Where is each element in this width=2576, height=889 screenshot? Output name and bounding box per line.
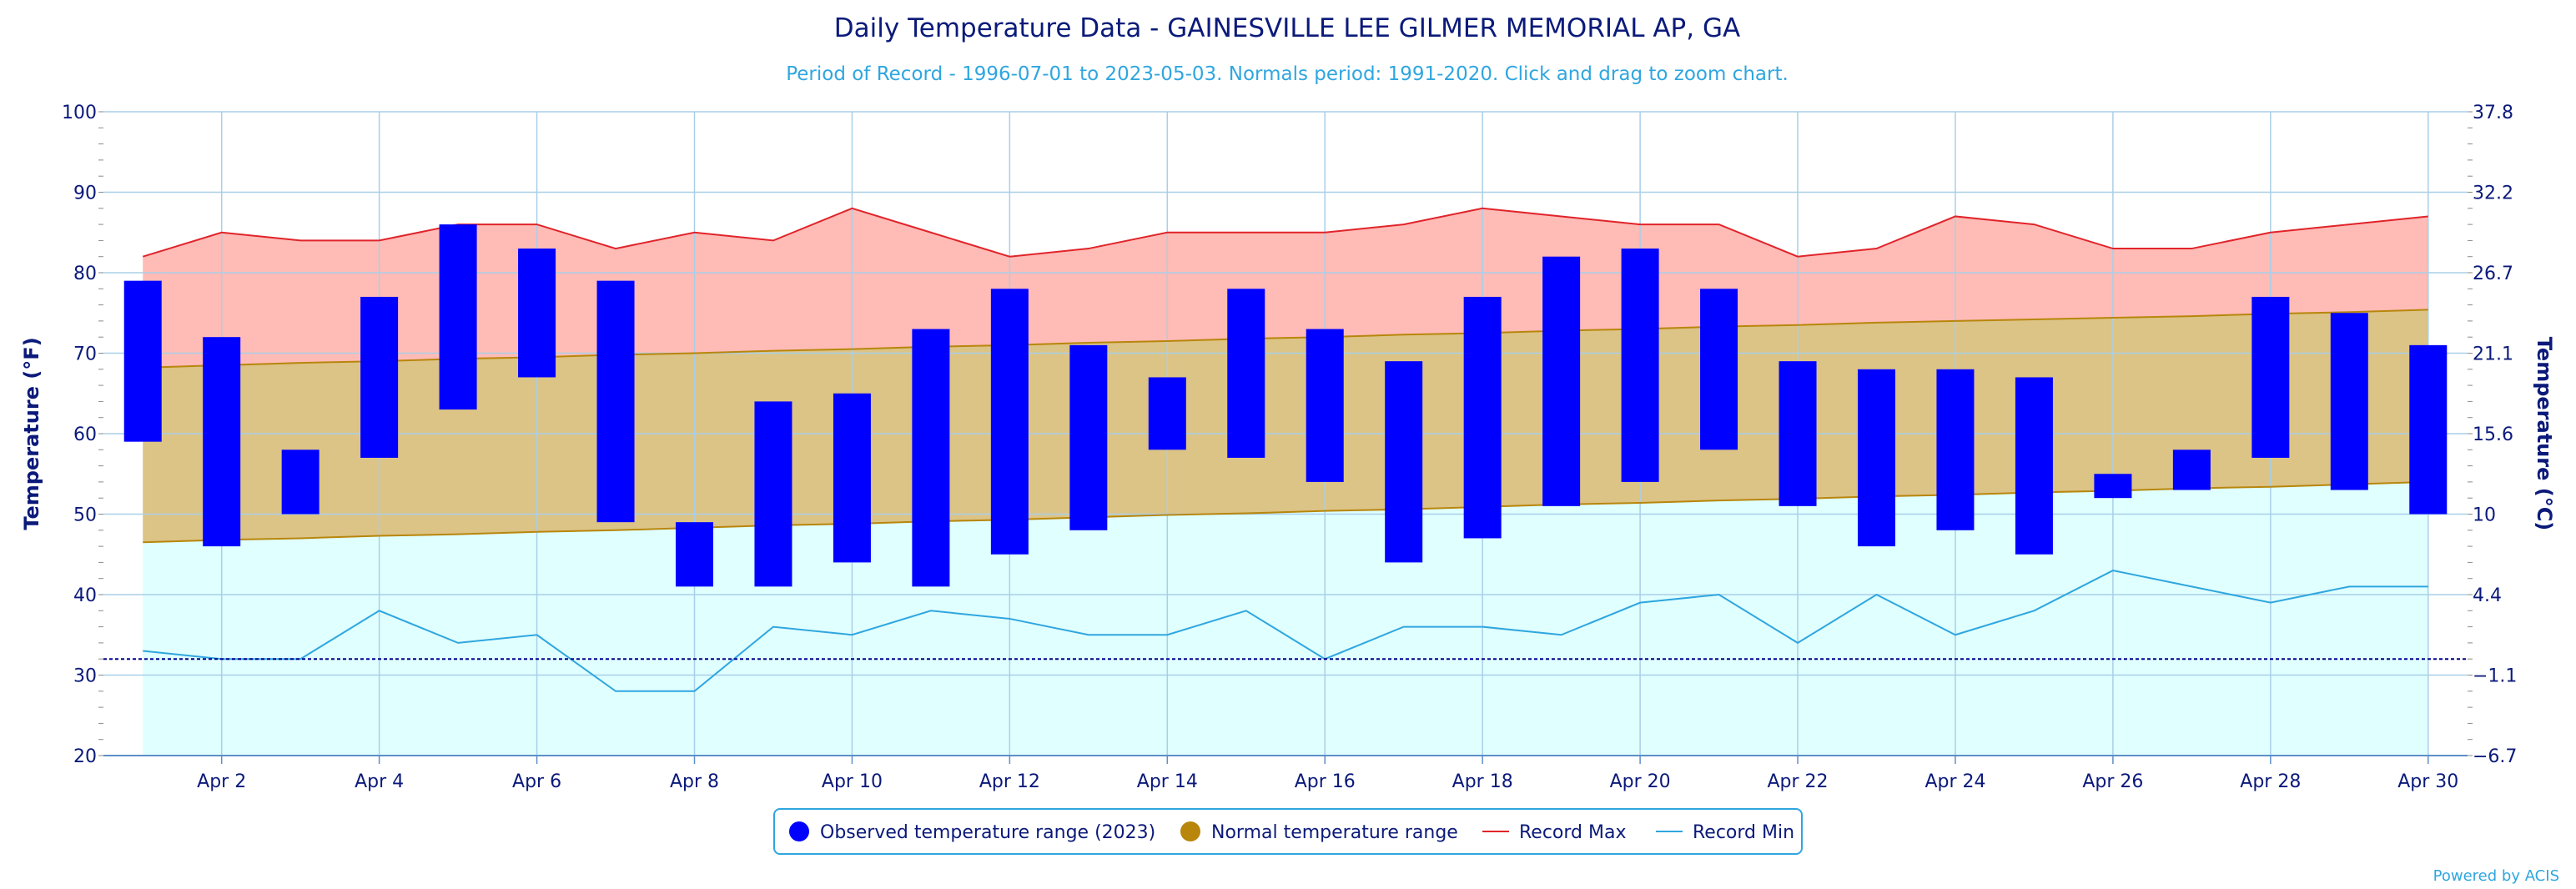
y-tick-label-right: 26.7 (2473, 264, 2513, 284)
legend-item-record-max[interactable]: Record Max (1482, 822, 1627, 843)
legend-box (773, 808, 1803, 855)
x-tick-label: Apr 26 (2082, 771, 2143, 792)
observed-bar-apr-5 (439, 224, 477, 410)
observed-bar-apr-6 (518, 249, 556, 378)
legend: Observed temperature range (2023) Normal… (773, 808, 1803, 855)
y-tick-label-left: 40 (73, 585, 97, 606)
normal-range-band (143, 309, 2428, 543)
y-tick-label-right: −6.7 (2473, 746, 2517, 767)
record-max-line (142, 207, 2428, 258)
chart-subtitle: Period of Record - 1996-07-01 to 2023-05… (786, 63, 1789, 85)
observed-bars (123, 224, 2448, 587)
observed-bar-apr-9 (754, 401, 792, 587)
y-tick-label-right: 21.1 (2473, 344, 2513, 365)
observed-bar-apr-17 (1385, 361, 1423, 563)
x-tick-label: Apr 6 (512, 771, 561, 792)
observed-bar-apr-4 (360, 296, 399, 458)
observed-bar-apr-14 (1148, 377, 1186, 450)
legend-observed-label: Observed temperature range (2023) (820, 822, 1155, 843)
y-tick-label-left: 50 (73, 505, 97, 526)
y-axis-left: 20 30 40 50 60 70 80 90 100 (62, 103, 103, 767)
observed-bar-apr-23 (1858, 369, 1895, 547)
observed-bar-apr-28 (2251, 296, 2290, 458)
y-tick-label-left: 70 (73, 344, 97, 365)
x-tick-label: Apr 22 (1768, 771, 1829, 792)
y-tick-label-right: 32.2 (2473, 183, 2513, 204)
y-tick-label-left: 30 (73, 666, 97, 687)
y-tick-label-left: 80 (73, 264, 97, 284)
observed-bar-apr-29 (2330, 313, 2368, 490)
observed-bar-apr-2 (203, 337, 241, 547)
legend-observed-marker (789, 821, 809, 841)
observed-bar-apr-30 (2409, 344, 2448, 515)
y-tick-label-right: 37.8 (2473, 103, 2513, 123)
observed-bar-apr-12 (990, 289, 1029, 555)
y-tick-label-right: 10 (2473, 505, 2496, 526)
x-tick-label: Apr 2 (197, 771, 246, 792)
legend-item-observed[interactable]: Observed temperature range (2023) (789, 821, 1155, 843)
observed-bar-apr-16 (1306, 329, 1344, 482)
x-tick-label: Apr 10 (822, 771, 883, 792)
x-tick-label: Apr 4 (355, 771, 404, 792)
plot-area[interactable] (103, 111, 2468, 756)
observed-bar-apr-26 (2094, 474, 2132, 499)
observed-bar-apr-7 (596, 280, 635, 523)
x-tick-label: Apr 8 (670, 771, 719, 792)
x-tick-label: Apr 24 (1924, 771, 1985, 792)
observed-bar-apr-25 (2015, 377, 2053, 555)
legend-record-max-label: Record Max (1519, 822, 1627, 843)
x-tick-label: Apr 14 (1137, 771, 1198, 792)
legend-record-min-label: Record Min (1693, 822, 1794, 843)
y-tick-label-right: −1.1 (2473, 666, 2517, 687)
record-max-band (143, 208, 2428, 368)
y-axis-left-title: Temperature (°F) (20, 337, 43, 530)
record-min-line (143, 570, 2428, 692)
observed-bar-apr-13 (1069, 344, 1108, 530)
x-tick-label: Apr 12 (979, 771, 1040, 792)
x-tick-label: Apr 30 (2397, 771, 2458, 792)
x-tick-label: Apr 18 (1452, 771, 1513, 792)
x-tick-label: Apr 20 (1610, 771, 1671, 792)
observed-bar-apr-21 (1700, 289, 1738, 450)
y-axis-right-title: Temperature (°C) (2533, 337, 2556, 531)
y-tick-label-left: 90 (73, 183, 97, 204)
observed-bar-apr-20 (1621, 249, 1659, 482)
observed-bar-apr-11 (912, 329, 950, 587)
legend-normal-marker (1180, 821, 1200, 841)
observed-bar-apr-10 (833, 393, 871, 563)
observed-bar-apr-15 (1227, 289, 1265, 458)
x-axis: Apr 2 Apr 4 Apr 6 Apr 8 Apr 10 Apr 12 Apr 14 Ap… (197, 756, 2458, 792)
observed-bar-apr-1 (123, 280, 162, 442)
observed-bar-apr-22 (1779, 361, 1817, 506)
y-tick-label-left: 100 (62, 103, 97, 123)
y-tick-label-right: 15.6 (2473, 424, 2513, 445)
chart-title: Daily Temperature Data - GAINESVILLE LEE… (834, 13, 1740, 43)
legend-item-normal[interactable]: Normal temperature range (1180, 821, 1458, 843)
observed-bar-apr-18 (1463, 296, 1502, 539)
observed-bar-apr-24 (1936, 369, 1975, 530)
y-tick-label-left: 20 (73, 746, 97, 767)
band-fills (143, 208, 2428, 756)
observed-bar-apr-8 (676, 522, 713, 587)
record-min-band (143, 481, 2428, 756)
y-tick-label-left: 60 (73, 424, 97, 445)
legend-item-record-min[interactable]: Record Min (1656, 822, 1794, 843)
y-tick-label-right: 4.4 (2473, 585, 2502, 606)
observed-bar-apr-27 (2172, 450, 2211, 490)
legend-normal-label: Normal temperature range (1211, 822, 1458, 843)
x-tick-label: Apr 28 (2240, 771, 2301, 792)
y-axis-right: −6.7 −1.1 4.4 10 15.6 21.1 26.7 32.2 37.8 (2468, 103, 2517, 767)
powered-by-credit[interactable]: Powered by ACIS (2433, 867, 2559, 885)
observed-bar-apr-19 (1542, 256, 1581, 506)
observed-bar-apr-3 (281, 450, 319, 515)
x-tick-label: Apr 16 (1295, 771, 1356, 792)
